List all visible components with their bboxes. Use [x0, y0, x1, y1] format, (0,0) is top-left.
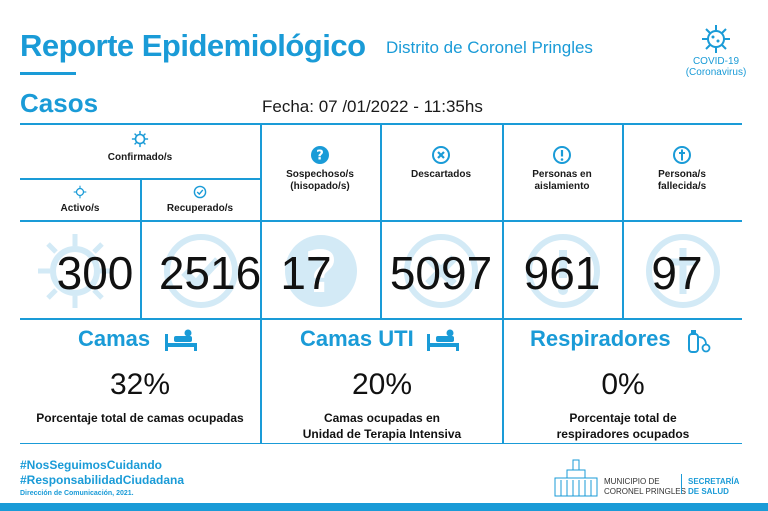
- camas-desc-line-1: Porcentaje total de camas ocupadas: [36, 411, 244, 425]
- header-confirmados: Confirmado/s: [20, 130, 260, 164]
- exclamation-icon: [553, 146, 571, 164]
- virus-watermark-icon: [38, 234, 112, 308]
- descartados-value: 5097: [389, 247, 493, 299]
- header-activos: Activo/s: [20, 185, 140, 215]
- municipal-building-logo: [554, 459, 598, 497]
- covid-badge: COVID-19 (Coronavirus): [676, 24, 756, 78]
- camas-desc: Porcentaje total de camas ocupadas: [20, 410, 260, 426]
- camas-uti-desc-line-2: Unidad de Terapia Intensiva: [302, 427, 462, 441]
- col-divider-3: [380, 123, 382, 318]
- hashtag-2: #ResponsabilidadCiudadana: [20, 473, 185, 487]
- district-subtitle: Distrito de Coronel Pringles: [386, 38, 593, 57]
- credit-text: Dirección de Comunicación, 2021.: [20, 490, 134, 497]
- municipio-text: MUNICIPIO DE CORONEL PRINGLES: [604, 477, 686, 497]
- confirmados-label: Confirmado/s: [107, 152, 173, 163]
- sospechosos-value: 17: [280, 247, 332, 299]
- exclamation-watermark-icon: [526, 234, 600, 308]
- sections-bottom-border: [20, 443, 742, 444]
- oxygen-tank-icon: [688, 330, 711, 353]
- svg-text:?: ?: [316, 149, 324, 164]
- col-divider-4: [502, 123, 504, 443]
- badge-line-1: COVID-19: [692, 56, 740, 67]
- col-divider-5: [622, 123, 624, 318]
- header-aislamiento: Personas en aislamiento: [502, 145, 622, 193]
- report-date: Fecha: 07 /01/2022 - 11:35hs: [262, 97, 483, 116]
- sospechosos-label-1: Sospechoso/s: [286, 169, 354, 180]
- recuperados-value: 2516: [158, 247, 262, 299]
- check-watermark-icon: [164, 234, 238, 308]
- secretaria-line-2: DE SALUD: [688, 487, 729, 496]
- fallecidos-label-1: Persona/s: [658, 169, 706, 180]
- camas-pct: 32%: [109, 368, 171, 401]
- aislamiento-label-1: Personas en: [532, 169, 592, 180]
- aislamiento-label-2: aislamiento: [534, 181, 590, 192]
- section-title-casos: Casos: [20, 88, 99, 118]
- question-watermark-icon: ?: [285, 235, 357, 307]
- respiradores-desc-line-1: Porcentaje total de: [569, 411, 677, 425]
- header-descartados: Descartados: [380, 145, 502, 181]
- secretaria-line-1: SECRETARÍA: [688, 477, 740, 486]
- virus-icon: [702, 25, 730, 53]
- municipio-line-1: MUNICIPIO DE: [604, 477, 660, 486]
- descartados-label: Descartados: [410, 169, 472, 180]
- activos-value: 300: [56, 247, 134, 299]
- x-watermark-icon: [404, 234, 478, 308]
- respiradores-desc: Porcentaje total de respiradores ocupado…: [504, 410, 742, 442]
- virus-icon: [131, 130, 149, 148]
- virus-icon: [73, 185, 87, 199]
- bottom-bar: [0, 503, 768, 511]
- question-icon: ?: [311, 146, 329, 164]
- camas-uti-pct: 20%: [351, 368, 413, 401]
- camas-uti-desc: Camas ocupadas en Unidad de Terapia Inte…: [262, 410, 502, 442]
- title-underline: [20, 72, 76, 75]
- respiradores-pct: 0%: [601, 368, 645, 401]
- header-fallecidos: Persona/s fallecida/s: [622, 145, 742, 193]
- recuperados-label: Recuperado/s: [166, 203, 234, 214]
- municipio-line-2: CORONEL PRINGLES: [604, 487, 686, 496]
- camas-title: Camas: [78, 326, 151, 351]
- aislamiento-value: 961: [523, 247, 601, 299]
- bed-icon: [427, 329, 459, 351]
- x-circle-icon: [432, 146, 450, 164]
- activos-label: Activo/s: [60, 203, 100, 214]
- svg-text:?: ?: [304, 238, 338, 306]
- cross-watermark-icon: [646, 234, 720, 308]
- camas-uti-title: Camas UTI: [300, 326, 414, 351]
- report-title: Reporte Epidemiológico: [20, 28, 366, 63]
- respiradores-desc-line-2: respiradores ocupados: [556, 427, 690, 441]
- col-divider-2: [260, 123, 262, 443]
- cross-icon: [673, 146, 691, 164]
- hashtag-1: #NosSeguimosCuidando: [20, 458, 163, 472]
- fallecidos-label-2: fallecida/s: [657, 181, 707, 192]
- header-sospechosos: ? Sospechoso/s (hisopado/s): [260, 145, 380, 193]
- fallecidos-value: 97: [651, 247, 703, 299]
- hashtags: #NosSeguimosCuidando #ResponsabilidadCiu…: [20, 458, 184, 488]
- sospechosos-label-2: (hisopado/s): [290, 181, 350, 192]
- camas-uti-desc-line-1: Camas ocupadas en: [323, 411, 441, 425]
- bed-icon: [165, 329, 197, 351]
- badge-line-2: (Coronavirus): [685, 67, 747, 78]
- col-divider-1: [140, 178, 142, 318]
- secretaria-text: SECRETARÍA DE SALUD: [688, 477, 739, 497]
- footer-separator: [681, 474, 682, 494]
- header-recuperados: Recuperado/s: [140, 185, 260, 215]
- respiradores-title: Respiradores: [530, 326, 671, 351]
- table-bottom-border: [20, 318, 742, 320]
- check-circle-icon: [193, 185, 207, 199]
